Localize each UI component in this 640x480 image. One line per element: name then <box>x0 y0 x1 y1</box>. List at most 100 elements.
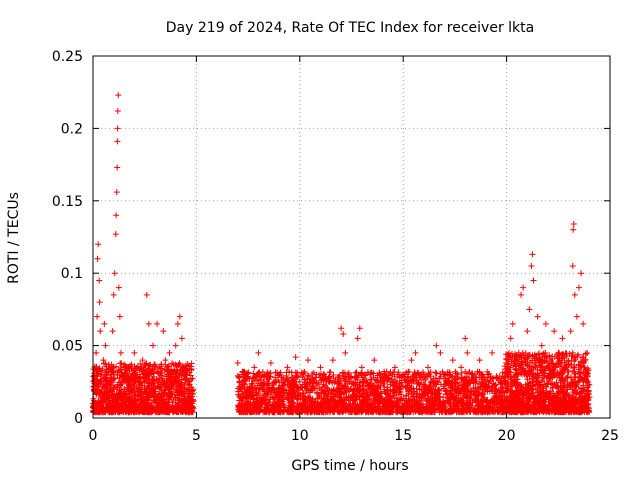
data-point <box>168 405 175 412</box>
data-point <box>537 384 544 391</box>
data-point <box>152 406 159 413</box>
data-point <box>380 406 387 413</box>
data-point <box>478 391 485 398</box>
data-point <box>145 405 152 412</box>
data-point <box>417 374 424 381</box>
data-point <box>165 362 172 369</box>
data-point <box>432 369 439 376</box>
data-point <box>160 381 167 388</box>
data-point <box>239 400 246 407</box>
data-point <box>149 363 156 370</box>
data-point <box>166 393 173 400</box>
data-point <box>299 401 306 408</box>
data-point <box>430 398 437 405</box>
data-point <box>107 385 114 392</box>
data-point <box>415 394 422 401</box>
data-point <box>387 381 394 388</box>
data-point <box>311 385 318 392</box>
data-point <box>337 394 344 401</box>
data-point <box>383 409 390 416</box>
data-point <box>173 406 180 413</box>
data-point <box>345 403 352 410</box>
data-point <box>174 381 181 388</box>
data-point <box>258 373 265 380</box>
data-point <box>487 377 494 384</box>
data-point <box>280 402 287 409</box>
data-point <box>472 406 479 413</box>
data-point <box>307 408 314 415</box>
data-point <box>431 393 438 400</box>
data-point <box>536 379 543 386</box>
data-point <box>323 384 330 391</box>
data-point <box>390 392 397 399</box>
data-point <box>272 374 279 381</box>
data-point <box>320 370 327 377</box>
data-point <box>165 396 172 403</box>
data-point <box>320 381 327 388</box>
data-point <box>448 390 455 397</box>
data-point <box>144 393 151 400</box>
data-point <box>314 395 321 402</box>
data-point <box>477 409 484 416</box>
data-point <box>254 376 261 383</box>
data-point <box>407 386 414 393</box>
data-point <box>571 364 578 371</box>
data-point <box>160 408 167 415</box>
data-point <box>138 363 145 370</box>
data-point <box>374 393 381 400</box>
data-point <box>399 372 406 379</box>
data-point <box>376 371 383 378</box>
data-point <box>114 381 121 388</box>
data-point <box>143 393 150 400</box>
data-point <box>255 406 262 413</box>
data-point <box>582 350 589 357</box>
data-point <box>162 387 169 394</box>
data-point <box>98 399 105 406</box>
data-point <box>105 409 112 416</box>
data-point <box>255 369 262 376</box>
data-point <box>286 381 293 388</box>
data-point <box>320 396 327 403</box>
data-point <box>373 396 380 403</box>
data-point <box>334 408 341 415</box>
data-point <box>453 402 460 409</box>
data-point <box>436 375 443 382</box>
data-point <box>137 398 144 405</box>
data-point <box>323 378 330 385</box>
data-point <box>334 402 341 409</box>
data-point <box>174 366 181 373</box>
data-point <box>456 381 463 388</box>
data-point <box>169 360 176 367</box>
data-point <box>143 398 150 405</box>
data-point <box>150 399 157 406</box>
data-point <box>458 386 465 393</box>
data-point <box>536 372 543 379</box>
data-point <box>305 402 312 409</box>
data-point <box>250 375 257 382</box>
data-point <box>427 373 434 380</box>
data-point <box>486 370 493 377</box>
data-point <box>240 368 247 375</box>
data-point <box>454 373 461 380</box>
data-point <box>410 385 417 392</box>
data-point <box>405 379 412 386</box>
data-point <box>271 403 278 410</box>
data-point <box>256 369 263 376</box>
data-point <box>468 387 475 394</box>
data-point <box>99 407 106 414</box>
data-point <box>181 400 188 407</box>
data-point <box>294 374 301 381</box>
data-point <box>381 383 388 390</box>
data-point <box>407 404 414 411</box>
data-point <box>318 376 325 383</box>
data-point <box>128 365 135 371</box>
data-point <box>102 369 109 376</box>
data-point <box>236 406 243 413</box>
data-point <box>420 384 427 391</box>
data-point <box>398 391 405 398</box>
data-point <box>165 368 172 375</box>
data-point <box>406 369 413 376</box>
data-point <box>271 379 278 386</box>
data-point <box>368 400 375 407</box>
data-point <box>130 406 137 413</box>
